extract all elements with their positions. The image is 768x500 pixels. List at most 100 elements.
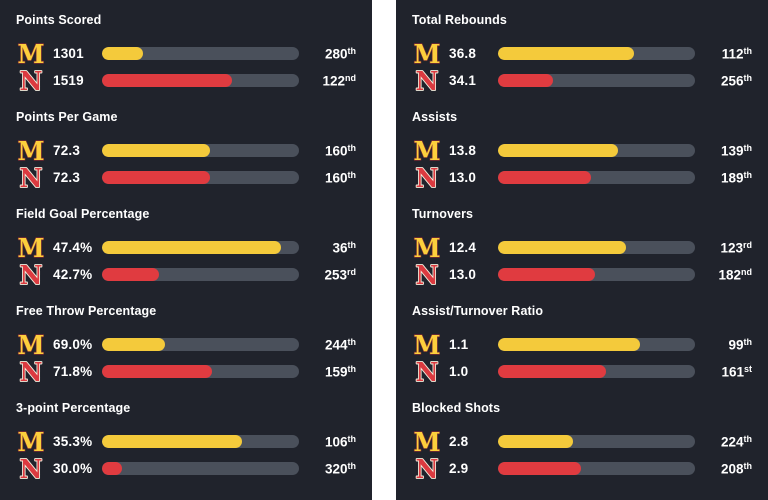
bar-track bbox=[498, 171, 695, 184]
stat-value: 47.4% bbox=[53, 240, 93, 255]
bar-track bbox=[102, 47, 299, 60]
bar-fill bbox=[498, 241, 627, 254]
bar-track bbox=[498, 241, 695, 254]
svg-text:N: N bbox=[20, 262, 43, 288]
rank-ordinal: th bbox=[743, 434, 753, 445]
stat-rank: 99th bbox=[705, 336, 752, 353]
stat-row-n: N 2.9 208th bbox=[412, 455, 752, 482]
minnesota-logo: M bbox=[412, 138, 442, 164]
bar-track bbox=[102, 268, 299, 281]
svg-text:N: N bbox=[416, 262, 439, 288]
rank-ordinal: th bbox=[347, 337, 357, 348]
stat-block: Total Rebounds M 36.8 112th N 34.1 256th bbox=[412, 13, 752, 94]
stat-row-n: N 72.3 160th bbox=[16, 164, 356, 191]
bar-track bbox=[102, 338, 299, 351]
svg-text:M: M bbox=[18, 138, 45, 164]
stat-block: Turnovers M 12.4 123rd N 13.0 182nd bbox=[412, 207, 752, 288]
bar-fill bbox=[102, 144, 211, 157]
rank-ordinal: st bbox=[743, 364, 752, 375]
bar-track bbox=[498, 74, 695, 87]
bar-fill bbox=[498, 74, 554, 87]
rank-ordinal: th bbox=[743, 73, 753, 84]
stat-value: 2.8 bbox=[449, 434, 469, 449]
minnesota-logo: M bbox=[412, 429, 442, 455]
stat-title: Free Throw Percentage bbox=[16, 304, 157, 318]
nebraska-logo: N bbox=[412, 165, 442, 191]
rank-number: 160 bbox=[324, 170, 348, 186]
stat-row-m: M 35.3% 106th bbox=[16, 428, 356, 455]
bar-track bbox=[102, 462, 299, 475]
stat-row-n: N 30.0% 320th bbox=[16, 455, 356, 482]
stat-value: 2.9 bbox=[449, 461, 469, 476]
stat-rank: 182nd bbox=[705, 266, 752, 283]
rank-ordinal: rd bbox=[743, 240, 752, 251]
stat-rank: 160th bbox=[309, 142, 356, 159]
stat-title: 3-point Percentage bbox=[16, 401, 131, 415]
stat-value: 1.0 bbox=[449, 364, 469, 379]
stat-row-n: N 1.0 161st bbox=[412, 358, 752, 385]
rank-ordinal: th bbox=[347, 240, 357, 251]
bar-fill bbox=[102, 171, 211, 184]
stat-value: 36.8 bbox=[449, 46, 477, 61]
stat-rank: 139th bbox=[705, 142, 752, 159]
bar-fill bbox=[498, 171, 591, 184]
stat-block: Assists M 13.8 139th N 13.0 189th bbox=[412, 110, 752, 191]
bar-track bbox=[498, 47, 695, 60]
stat-row-m: M 47.4% 36th bbox=[16, 234, 356, 261]
svg-text:N: N bbox=[20, 456, 43, 482]
stat-title: Field Goal Percentage bbox=[16, 207, 150, 221]
stat-row-n: N 34.1 256th bbox=[412, 67, 752, 94]
stat-value: 1301 bbox=[53, 46, 84, 61]
rank-number: 253 bbox=[324, 267, 347, 283]
rank-ordinal: th bbox=[347, 461, 357, 472]
stat-title: Assist/Turnover Ratio bbox=[412, 304, 544, 318]
rank-ordinal: th bbox=[743, 337, 753, 348]
stat-block: Free Throw Percentage M 69.0% 244th N 71.8% 15… bbox=[16, 304, 356, 385]
rank-number: 189 bbox=[720, 170, 744, 186]
stat-rank: 160th bbox=[309, 169, 356, 186]
stat-rank: 106th bbox=[309, 433, 356, 450]
stats-column-left: Points Scored M 1301 280th N 1519 122nd Points … bbox=[0, 0, 372, 500]
stat-value: 13.8 bbox=[449, 143, 477, 158]
minnesota-logo: M bbox=[412, 332, 442, 358]
bar-fill bbox=[498, 338, 640, 351]
stat-row-n: N 42.7% 253rd bbox=[16, 261, 356, 288]
svg-text:M: M bbox=[414, 429, 441, 455]
bar-track bbox=[102, 241, 299, 254]
bar-fill bbox=[498, 47, 634, 60]
bar-track bbox=[498, 338, 695, 351]
stat-block: Points Per Game M 72.3 160th N 72.3 160th bbox=[16, 110, 356, 191]
bar-fill bbox=[102, 338, 166, 351]
nebraska-logo: N bbox=[412, 456, 442, 482]
stat-rank: 244th bbox=[309, 336, 356, 353]
stat-title: Turnovers bbox=[412, 207, 474, 221]
bar-track bbox=[498, 462, 695, 475]
rank-ordinal: th bbox=[743, 461, 753, 472]
svg-text:N: N bbox=[416, 456, 439, 482]
stat-value: 13.0 bbox=[449, 267, 477, 282]
stat-row-m: M 72.3 160th bbox=[16, 137, 356, 164]
stat-row-m: M 2.8 224th bbox=[412, 428, 752, 455]
svg-text:M: M bbox=[18, 235, 45, 261]
rank-number: 139 bbox=[720, 143, 744, 159]
minnesota-logo: M bbox=[16, 429, 46, 455]
stat-row-m: M 69.0% 244th bbox=[16, 331, 356, 358]
stat-title: Total Rebounds bbox=[412, 13, 507, 27]
rank-number: 280 bbox=[324, 46, 348, 62]
nebraska-logo: N bbox=[16, 456, 46, 482]
nebraska-logo: N bbox=[16, 165, 46, 191]
bar-fill bbox=[498, 365, 607, 378]
stat-title: Points Per Game bbox=[16, 110, 118, 124]
svg-text:N: N bbox=[20, 68, 43, 94]
svg-text:M: M bbox=[18, 41, 45, 67]
rank-number: 320 bbox=[324, 461, 348, 477]
rank-ordinal: th bbox=[347, 364, 357, 375]
stat-value: 72.3 bbox=[53, 143, 81, 158]
nebraska-logo: N bbox=[16, 68, 46, 94]
svg-text:M: M bbox=[18, 332, 45, 358]
rank-number: 224 bbox=[720, 434, 744, 450]
rank-ordinal: th bbox=[743, 143, 753, 154]
stat-row-n: N 13.0 182nd bbox=[412, 261, 752, 288]
nebraska-logo: N bbox=[16, 359, 46, 385]
bar-track bbox=[498, 268, 695, 281]
